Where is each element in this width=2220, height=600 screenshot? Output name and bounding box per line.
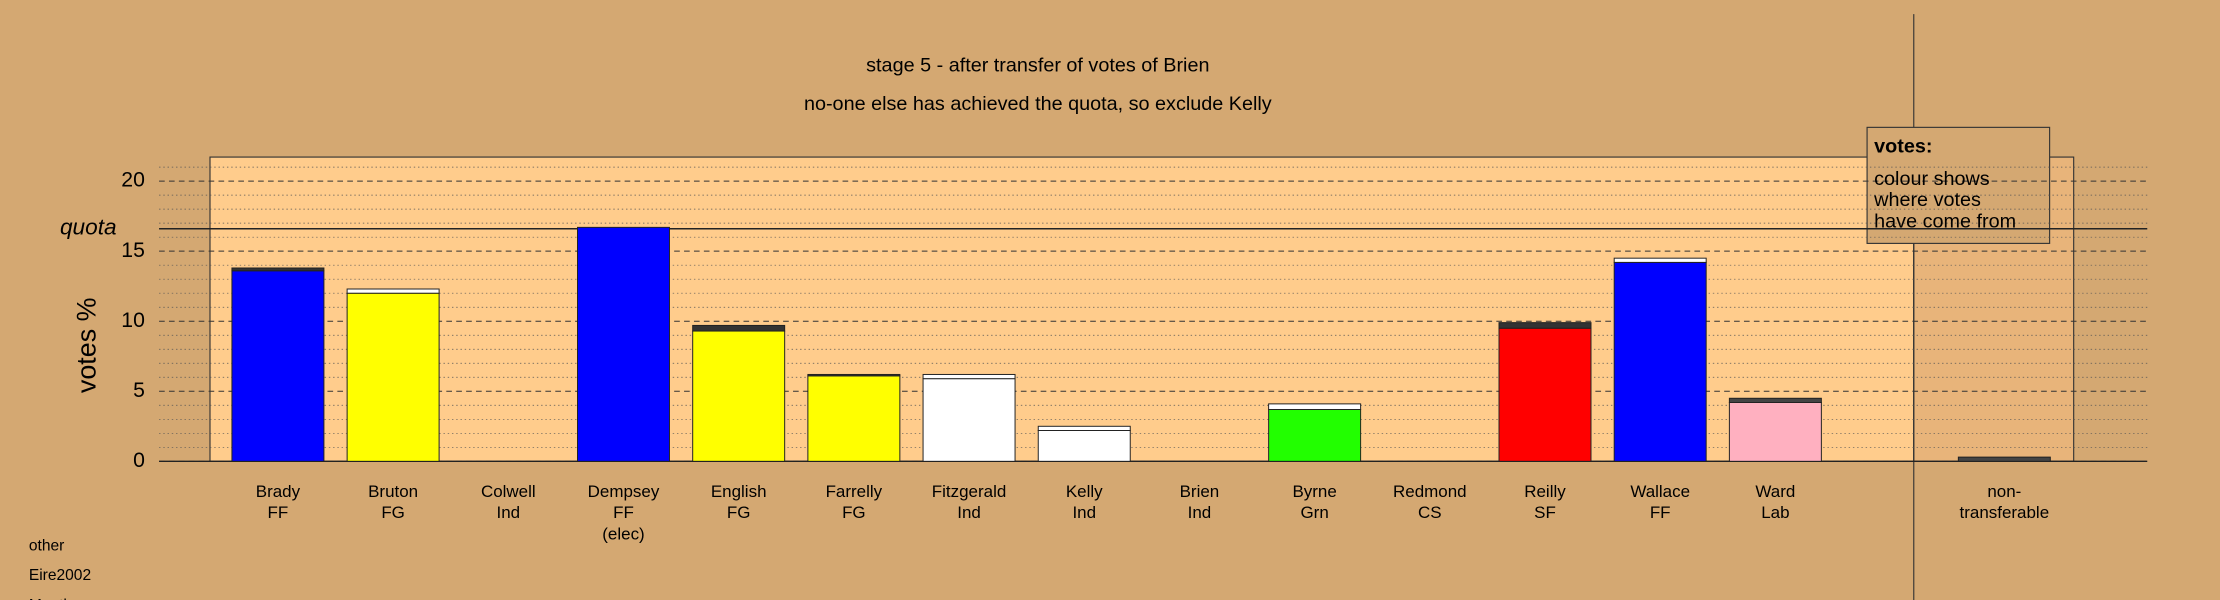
bar-segment <box>231 267 325 272</box>
x-tick-label: FG <box>842 503 866 522</box>
legend-text: votes: <box>1874 135 1932 157</box>
bar-segment <box>346 288 440 294</box>
bar-segment <box>692 330 786 462</box>
x-tick-label: Ward <box>1755 482 1795 501</box>
bar-segment <box>1498 327 1592 462</box>
quota-label: quota <box>60 215 117 240</box>
bar-segment <box>1037 430 1131 462</box>
bar-segment <box>1613 261 1707 462</box>
x-tick-label: FG <box>381 503 405 522</box>
legend <box>1866 126 2051 244</box>
x-tick-label: Ind <box>1188 503 1212 522</box>
x-tick-label: non- <box>1987 482 2021 501</box>
footer-text: other <box>29 537 64 554</box>
bar-segment <box>231 270 325 462</box>
y-tick-label: 0 <box>133 449 145 472</box>
footer-text: Meath <box>29 597 72 600</box>
legend-box <box>1866 126 2051 244</box>
x-tick-label: CS <box>1418 503 1442 522</box>
x-tick-label: Brady <box>256 482 301 501</box>
x-tick-label: Kelly <box>1066 482 1103 501</box>
y-tick-label: 20 <box>121 169 145 192</box>
x-tick-label: Bruton <box>368 482 418 501</box>
chart-subtitle: no-one else has achieved the quota, so e… <box>804 93 1272 115</box>
y-tick-label: 10 <box>121 309 145 332</box>
bar-segment <box>1728 397 1822 403</box>
x-tick-label: Redmond <box>1393 482 1467 501</box>
legend-text: have come from <box>1874 210 2016 232</box>
x-tick-label: Ind <box>1072 503 1096 522</box>
bar-segment <box>1498 322 1592 329</box>
x-tick-label: FF <box>268 503 289 522</box>
bar-segment <box>346 292 440 462</box>
x-tick-label: Fitzgerald <box>932 482 1007 501</box>
bar-segment <box>807 375 901 462</box>
x-tick-label: Lab <box>1761 503 1789 522</box>
x-tick-label: FG <box>727 503 751 522</box>
bar-segment <box>922 373 1016 380</box>
x-tick-label: Dempsey <box>588 482 660 501</box>
x-tick-label: Reilly <box>1524 482 1566 501</box>
x-tick-label: Grn <box>1300 503 1328 522</box>
x-tick-label: Ind <box>497 503 521 522</box>
legend-text: where votes <box>1873 189 1981 211</box>
x-tick-label: Farrelly <box>826 482 883 501</box>
x-tick-label: FF <box>613 503 634 522</box>
bar-segment <box>1037 425 1131 431</box>
bar-segment <box>1268 408 1362 462</box>
legend-text: colour shows <box>1874 168 1990 190</box>
x-tick-label: Wallace <box>1630 482 1690 501</box>
bar-segment <box>1728 401 1822 462</box>
y-axis-label: votes % <box>71 297 101 393</box>
bar-segment <box>1268 403 1362 410</box>
bar-segment <box>692 324 786 332</box>
bar-segment <box>577 226 670 462</box>
bar-segment <box>807 373 901 377</box>
y-tick-label: 15 <box>121 239 145 262</box>
x-tick-label: transferable <box>1960 503 2050 522</box>
footer-text: Eire2002 <box>29 567 91 584</box>
x-tick-label: Byrne <box>1292 482 1336 501</box>
x-tick-label: SF <box>1534 503 1556 522</box>
x-tick-label: FF <box>1650 503 1671 522</box>
x-tick-label: Colwell <box>481 482 536 501</box>
x-tick-label: English <box>711 482 767 501</box>
x-tick-label: Brien <box>1180 482 1220 501</box>
bar-segment <box>1957 456 2051 462</box>
y-tick-label: 5 <box>133 379 145 402</box>
chart-title: stage 5 - after transfer of votes of Bri… <box>866 55 1209 77</box>
x-tick-label: (elec) <box>602 524 644 543</box>
bar-segment <box>1613 257 1707 263</box>
bar-segment <box>922 378 1016 462</box>
x-tick-label: Ind <box>957 503 981 522</box>
